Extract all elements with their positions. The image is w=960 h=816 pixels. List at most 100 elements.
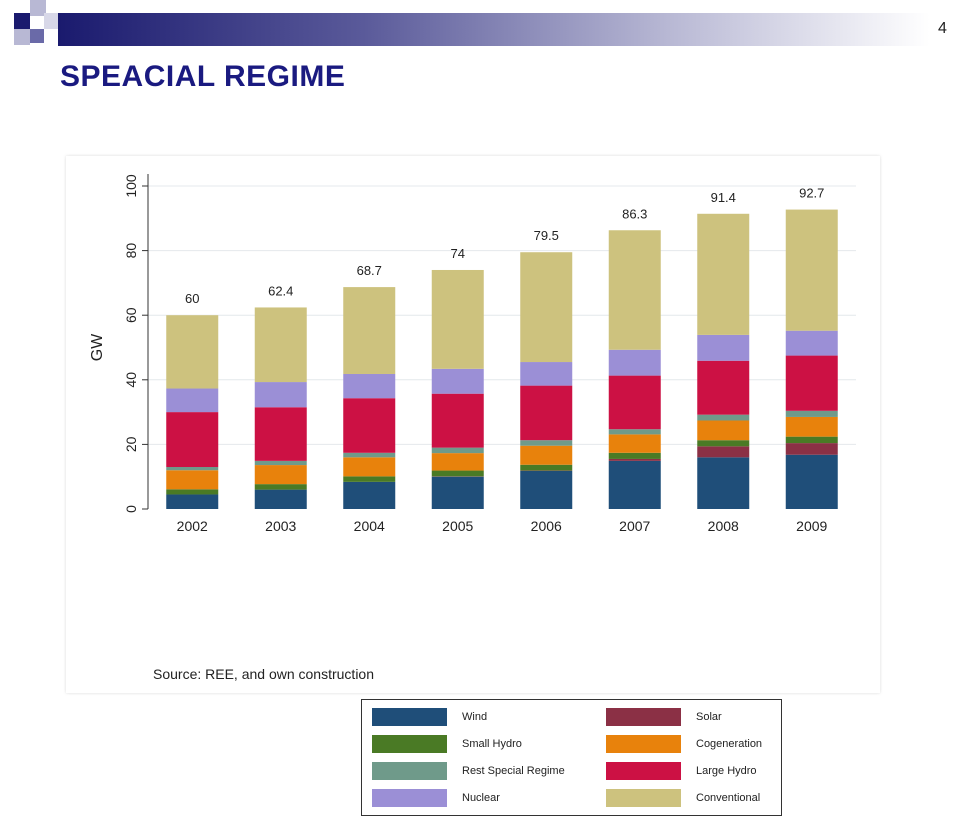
y-axis-title: GW xyxy=(89,333,106,361)
bar-segment-nuclear xyxy=(520,362,572,386)
bar-segment-nuclear xyxy=(697,335,749,361)
legend-swatch-cogeneration xyxy=(606,735,681,753)
logo-square-5 xyxy=(44,13,58,29)
bar-total-label: 62.4 xyxy=(268,283,293,298)
x-tick-label: 2009 xyxy=(796,518,827,534)
bar-segment-nuclear xyxy=(255,382,307,407)
bar-segment-large-hydro xyxy=(697,361,749,415)
logo-square-4 xyxy=(30,29,44,43)
legend-label-small-hydro: Small Hydro xyxy=(462,738,522,750)
bar-segment-large-hydro xyxy=(432,394,484,448)
bar-segment-rest-special-regime xyxy=(520,440,572,445)
bar-segment-rest-special-regime xyxy=(343,453,395,458)
bar-segment-rest-special-regime xyxy=(255,461,307,465)
bar-segment-cogeneration xyxy=(786,417,838,437)
legend-swatch-nuclear xyxy=(372,789,447,807)
bar-segment-rest-special-regime xyxy=(697,415,749,421)
bar-segment-solar xyxy=(609,459,661,461)
bar-segment-small-hydro xyxy=(166,489,218,494)
bar-segment-small-hydro xyxy=(609,453,661,459)
bar-segment-conventional xyxy=(432,270,484,369)
logo-square-1 xyxy=(14,13,30,29)
legend-swatch-rest-special-regime xyxy=(372,762,447,780)
source-note: Source: REE, and own construction xyxy=(153,666,374,682)
bar-total-label: 79.5 xyxy=(534,228,559,243)
bar-segment-wind xyxy=(786,455,838,509)
bar-segment-nuclear xyxy=(166,389,218,413)
bar-segment-wind xyxy=(609,461,661,509)
bar-segment-rest-special-regime xyxy=(432,448,484,453)
bar-segment-large-hydro xyxy=(609,376,661,430)
bar-segment-cogeneration xyxy=(166,470,218,489)
legend-label-nuclear: Nuclear xyxy=(462,792,500,804)
bar-segment-wind xyxy=(432,477,484,509)
bar-segment-small-hydro xyxy=(520,465,572,471)
bar-segment-nuclear xyxy=(432,369,484,394)
bar-segment-conventional xyxy=(609,230,661,350)
x-tick-label: 2005 xyxy=(442,518,473,534)
bar-segment-conventional xyxy=(697,214,749,335)
legend-label-rest-special-regime: Rest Special Regime xyxy=(462,765,565,777)
y-tick-label: 20 xyxy=(123,436,139,452)
bar-segment-small-hydro xyxy=(697,440,749,446)
bar-segment-small-hydro xyxy=(343,476,395,481)
bar-segment-large-hydro xyxy=(255,407,307,461)
legend-swatch-solar xyxy=(606,708,681,726)
header-banner xyxy=(58,13,930,46)
legend-swatch-large-hydro xyxy=(606,762,681,780)
stacked-bar-chart: 020406080100GW60200262.4200368.720047420… xyxy=(66,156,880,693)
slide-number: 4 xyxy=(938,20,947,38)
bar-segment-rest-special-regime xyxy=(609,429,661,434)
y-tick-label: 40 xyxy=(123,372,139,388)
bar-total-label: 74 xyxy=(451,246,465,261)
bar-segment-conventional xyxy=(166,315,218,388)
bar-segment-solar xyxy=(786,443,838,455)
bar-segment-wind xyxy=(520,471,572,509)
bar-segment-wind xyxy=(343,482,395,509)
x-tick-label: 2006 xyxy=(531,518,562,534)
bar-segment-conventional xyxy=(343,287,395,374)
legend-label-wind: Wind xyxy=(462,711,487,723)
y-tick-label: 100 xyxy=(123,174,139,198)
bar-segment-solar xyxy=(697,446,749,457)
bar-segment-large-hydro xyxy=(343,398,395,453)
bar-segment-wind xyxy=(255,490,307,509)
legend-label-large-hydro: Large Hydro xyxy=(696,765,757,777)
bar-total-label: 86.3 xyxy=(622,206,647,221)
chart-legend: Wind Solar Small Hydro Cogeneration Rest… xyxy=(361,699,782,816)
bar-segment-small-hydro xyxy=(432,471,484,477)
bar-segment-small-hydro xyxy=(786,437,838,443)
bar-segment-nuclear xyxy=(343,374,395,398)
bar-segment-rest-special-regime xyxy=(166,467,218,470)
bar-segment-cogeneration xyxy=(432,453,484,470)
bar-segment-small-hydro xyxy=(255,484,307,489)
bar-segment-wind xyxy=(166,494,218,509)
legend-label-conventional: Conventional xyxy=(696,792,760,804)
legend-swatch-conventional xyxy=(606,789,681,807)
x-tick-label: 2003 xyxy=(265,518,296,534)
bar-segment-cogeneration xyxy=(255,465,307,484)
bar-segment-nuclear xyxy=(609,350,661,376)
bar-segment-nuclear xyxy=(786,331,838,356)
bar-segment-large-hydro xyxy=(786,356,838,411)
bar-total-label: 60 xyxy=(185,291,199,306)
bar-segment-wind xyxy=(697,457,749,509)
x-tick-label: 2004 xyxy=(354,518,385,534)
slide-title: SPEACIAL REGIME xyxy=(60,60,345,94)
y-tick-label: 0 xyxy=(123,505,139,513)
bar-total-label: 92.7 xyxy=(799,186,824,201)
bar-segment-large-hydro xyxy=(166,412,218,467)
x-tick-label: 2008 xyxy=(708,518,739,534)
legend-swatch-wind xyxy=(372,708,447,726)
bar-segment-conventional xyxy=(255,307,307,382)
legend-swatch-small-hydro xyxy=(372,735,447,753)
x-tick-label: 2007 xyxy=(619,518,650,534)
logo-square-3 xyxy=(14,29,30,45)
bar-segment-cogeneration xyxy=(609,434,661,452)
bar-segment-cogeneration xyxy=(343,457,395,476)
y-tick-label: 80 xyxy=(123,243,139,259)
legend-label-solar: Solar xyxy=(696,711,722,723)
bar-segment-rest-special-regime xyxy=(786,411,838,417)
bar-segment-cogeneration xyxy=(520,446,572,465)
